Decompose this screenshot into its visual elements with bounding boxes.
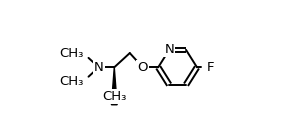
Text: CH₃: CH₃ [102,90,126,103]
Text: N: N [94,61,104,74]
Polygon shape [111,67,117,105]
Text: F: F [207,61,214,74]
Text: CH₃: CH₃ [59,47,83,60]
Text: CH₃: CH₃ [59,75,83,88]
Text: N: N [164,43,174,56]
Text: O: O [137,61,148,74]
